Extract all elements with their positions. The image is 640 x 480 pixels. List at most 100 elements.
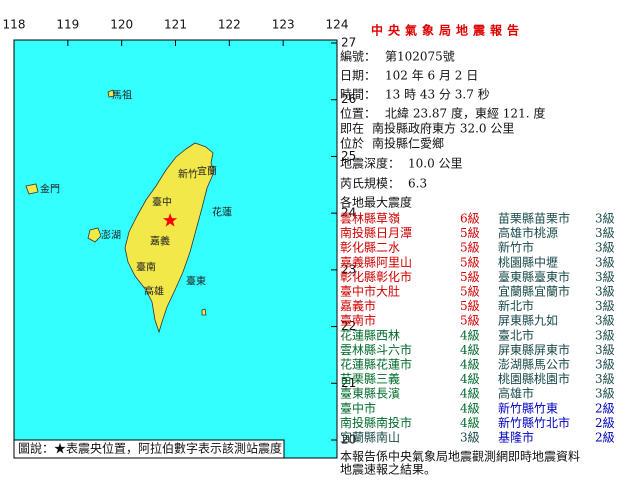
station-intensity: 4級 [460, 416, 480, 430]
station-intensity: 5級 [460, 270, 480, 284]
station-name: 桃園縣桃園市 [498, 371, 570, 386]
station-name: 彰化縣二水 [340, 240, 400, 255]
station-name: 苗栗縣三義 [340, 371, 400, 386]
field-value: 南投縣政府東方 32.0 公里 [372, 121, 514, 136]
station-intensity: 4級 [460, 358, 480, 372]
map-label: 馬祖 [112, 89, 132, 102]
lat-tick-label: 22 [341, 319, 356, 333]
station-intensity: 5級 [460, 241, 480, 255]
field-label: 芮氏規模： [340, 176, 400, 191]
station-name: 雲林縣草嶺 [340, 212, 400, 226]
station-intensity: 4級 [460, 401, 480, 415]
lat-tick-label: 20 [341, 433, 356, 447]
lon-tick-label: 119 [56, 18, 79, 32]
station-name: 臺北市 [498, 327, 534, 342]
station-name: 臺東縣臺東市 [498, 269, 570, 284]
map-label: 高雄 [144, 285, 164, 298]
station-name: 澎湖縣馬公市 [498, 357, 570, 372]
field-value: 第102075號 [385, 50, 455, 64]
field-value: 10.0 公里 [408, 157, 463, 171]
station-intensity: 2級 [595, 431, 615, 445]
footer-line: 本報告係中央氣象局地震觀測網即時地震資料 [340, 449, 580, 464]
field-value: 北緯 23.87 度，東經 121. 度 [385, 106, 545, 121]
station-name: 彰化縣彰化市 [340, 269, 412, 284]
field-label: 位於 [340, 136, 364, 151]
station-name: 新北市 [498, 298, 534, 313]
station-name: 屏東縣屏東市 [498, 342, 570, 357]
station-intensity: 5級 [460, 285, 480, 299]
map-label: 新竹 [178, 168, 198, 181]
field-value: 13 時 43 分 3.7 秒 [385, 88, 490, 102]
station-intensity: 3級 [595, 358, 615, 372]
station-intensity: 3級 [595, 285, 615, 299]
station-intensity: 5級 [460, 314, 480, 328]
lon-tick-label: 123 [272, 18, 295, 32]
station-name: 新竹縣竹北市 [498, 415, 570, 430]
field-label: 地震深度： [340, 156, 400, 171]
station-intensity: 2級 [595, 401, 615, 415]
station-intensity: 3級 [595, 299, 615, 313]
lon-tick-label: 122 [218, 18, 241, 32]
station-name: 臺中市 [340, 400, 376, 415]
lat-tick-label: 25 [341, 149, 356, 163]
field-label: 時間： [340, 88, 376, 102]
lat-tick-label: 24 [341, 206, 356, 220]
station-intensity: 3級 [595, 226, 615, 240]
station-name: 屏東縣九如 [498, 313, 558, 328]
kinmen [25, 183, 39, 195]
legend: 圖說：★表震央位置，阿拉伯數字表示該測站震度 [18, 441, 282, 456]
station-intensity: 2級 [595, 416, 615, 430]
station-intensity: 4級 [460, 328, 480, 342]
report-title: 中央氣象局地震報告 [371, 23, 524, 38]
map-label: 臺東 [186, 275, 206, 288]
map-label: 臺南 [136, 261, 156, 274]
map-label: 澎湖 [101, 230, 121, 242]
map-label: 金門 [40, 183, 60, 196]
station-name: 桃園縣中壢 [498, 254, 558, 269]
station-name: 花蓮縣西林 [340, 327, 400, 342]
lat-tick-label: 27 [341, 36, 356, 50]
station-intensity: 3級 [595, 255, 615, 269]
station-name: 嘉義市 [340, 298, 376, 313]
field-value: 6.3 [408, 177, 427, 191]
station-name: 花蓮縣花蓮市 [340, 357, 412, 372]
land [25, 89, 215, 334]
station-name: 宜蘭縣南山 [340, 430, 400, 445]
field-label: 日期： [340, 69, 376, 83]
matsu [107, 89, 115, 98]
station-name: 新竹縣竹東 [498, 400, 558, 415]
lon-tick-label: 118 [3, 18, 26, 32]
station-intensity: 3級 [595, 372, 615, 386]
lon-tick-label: 124 [326, 18, 349, 32]
map-label: 嘉義 [150, 235, 170, 248]
map-label: 花蓮 [212, 206, 232, 219]
footer-line: 地震速報之結果。 [340, 463, 436, 477]
station-intensity: 3級 [595, 328, 615, 342]
station-name: 高雄市桃源 [498, 225, 558, 240]
station-intensity: 3級 [595, 387, 615, 401]
station-name: 苗栗縣苗栗市 [498, 211, 570, 226]
station-intensity: 3級 [595, 343, 615, 357]
station-intensity: 4級 [460, 387, 480, 401]
station-name: 基隆市 [498, 430, 534, 445]
lon-tick-label: 120 [110, 18, 133, 32]
station-intensity: 5級 [460, 255, 480, 269]
station-name: 臺東縣長濱 [340, 386, 400, 401]
field-label: 即在 [340, 122, 364, 136]
field-label: 編號： [340, 49, 376, 64]
station-name: 南投縣日月潭 [340, 225, 412, 240]
lat-tick-label: 26 [341, 92, 356, 106]
penghu [87, 227, 102, 243]
station-name: 宜蘭縣宜蘭市 [498, 284, 570, 299]
lon-tick-label: 121 [164, 18, 187, 32]
field-value: 102 年 6 月 2 日 [385, 69, 478, 83]
station-intensity: 3級 [595, 212, 615, 226]
station-intensity: 3級 [595, 241, 615, 255]
station-intensity: 3級 [595, 314, 615, 328]
map-label: 臺中 [152, 196, 172, 209]
station-intensity: 6級 [460, 212, 480, 226]
station-name: 高雄市 [498, 386, 534, 401]
epicenter [163, 213, 178, 227]
taiwan [124, 142, 215, 334]
station-intensity: 5級 [460, 299, 480, 313]
